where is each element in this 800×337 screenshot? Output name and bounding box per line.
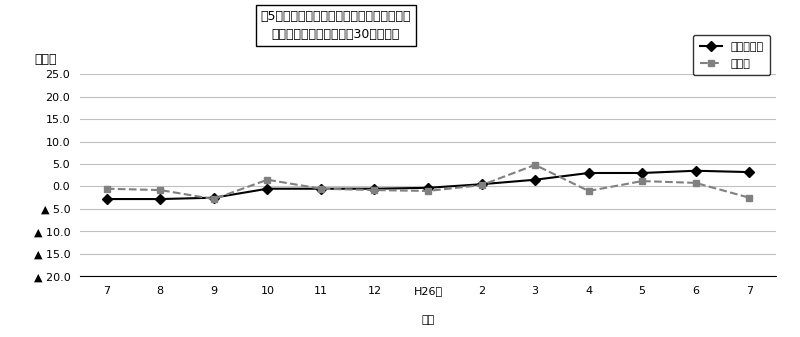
調査産業計 [262,187,272,191]
調査産業計 [102,197,111,201]
調査産業計 [423,186,433,190]
製造業 [262,178,272,182]
Text: 図5　常用労働者数の推移（対前年同月比）
　　　　　　　　－規挆30人以上－: 図5 常用労働者数の推移（対前年同月比） －規挆30人以上－ [261,10,411,41]
製造業 [209,197,218,201]
製造業 [102,187,111,191]
Line: 製造業: 製造業 [103,161,753,203]
製造業 [584,189,594,193]
調査産業計 [155,197,165,201]
Text: １月: １月 [422,315,434,325]
製造業 [316,187,326,191]
Line: 調査産業計: 調査産業計 [103,167,753,203]
調査産業計 [316,187,326,191]
Legend: 調査産業計, 製造業: 調査産業計, 製造業 [693,35,770,75]
製造業 [477,183,486,187]
調査産業計 [745,170,754,174]
製造業 [638,179,647,183]
調査産業計 [638,171,647,175]
製造業 [370,188,379,192]
調査産業計 [370,187,379,191]
調査産業計 [530,178,540,182]
調査産業計 [584,171,594,175]
調査産業計 [477,182,486,186]
製造業 [155,188,165,192]
製造業 [745,196,754,200]
製造業 [423,189,433,193]
製造業 [530,163,540,167]
Text: （％）: （％） [34,53,58,66]
調査産業計 [209,196,218,200]
製造業 [691,181,701,185]
調査産業計 [691,169,701,173]
